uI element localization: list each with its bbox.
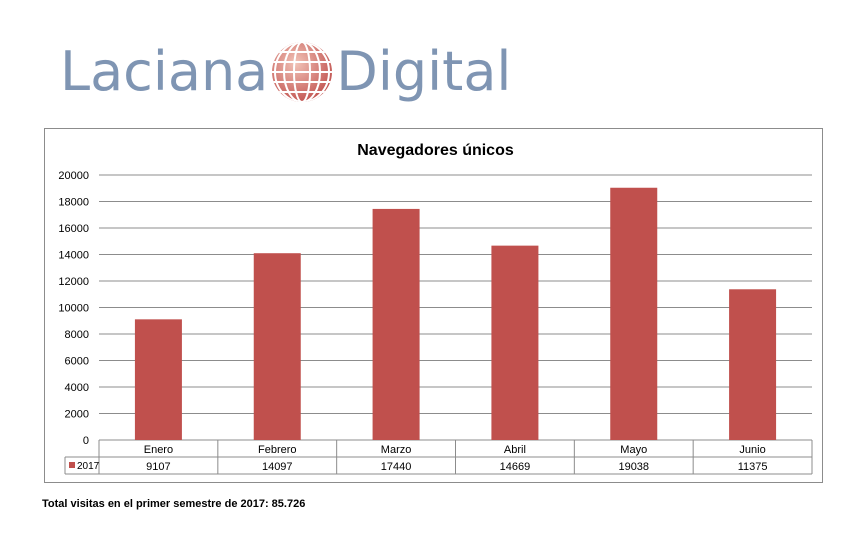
- data-table-value: 11375: [738, 461, 768, 473]
- footer-total-visits: Total visitas en el primer semestre de 2…: [42, 498, 306, 510]
- category-label: Mayo: [620, 444, 647, 456]
- y-tick-label: 4000: [65, 382, 89, 394]
- category-label: Enero: [144, 444, 173, 456]
- logo-word-laciana: Laciana: [60, 40, 269, 103]
- y-tick-label: 0: [83, 435, 89, 447]
- logo-word-digital: Digital: [336, 40, 512, 103]
- y-tick-label: 14000: [58, 250, 89, 262]
- logo: Laciana Digital: [60, 32, 511, 112]
- y-tick-label: 18000: [58, 197, 89, 209]
- globe-icon: [272, 42, 333, 102]
- category-label: Marzo: [381, 444, 412, 456]
- y-tick-label: 10000: [58, 303, 89, 315]
- chart-title: Navegadores únicos: [357, 142, 514, 159]
- bar: [491, 245, 539, 440]
- category-label: Febrero: [258, 444, 297, 456]
- y-tick-label: 12000: [58, 276, 89, 288]
- bar: [729, 289, 777, 440]
- bar-chart: Navegadores únicos 0 2000 4000 6000 8000 10000…: [58, 142, 813, 475]
- bar: [253, 253, 301, 440]
- legend-swatch: [69, 462, 75, 468]
- y-tick-label: 20000: [58, 170, 89, 182]
- bar: [610, 187, 658, 440]
- category-label: Junio: [739, 444, 765, 456]
- data-table-value: 9107: [146, 461, 170, 473]
- data-table-value: 14669: [500, 461, 531, 473]
- y-tick-label: 6000: [65, 356, 89, 368]
- bar: [134, 319, 182, 440]
- bar: [372, 208, 420, 440]
- y-tick-label: 2000: [65, 409, 89, 421]
- legend-series-name: 2017: [77, 461, 100, 472]
- data-table-value: 17440: [381, 461, 412, 473]
- category-label: Abril: [504, 444, 526, 456]
- data-table-value: 19038: [618, 461, 649, 473]
- y-tick-label: 16000: [58, 223, 89, 235]
- chart-container: Navegadores únicos 0 2000 4000 6000 8000 10000…: [44, 128, 823, 483]
- y-tick-label: 8000: [65, 329, 89, 341]
- data-table-value: 14097: [262, 461, 293, 473]
